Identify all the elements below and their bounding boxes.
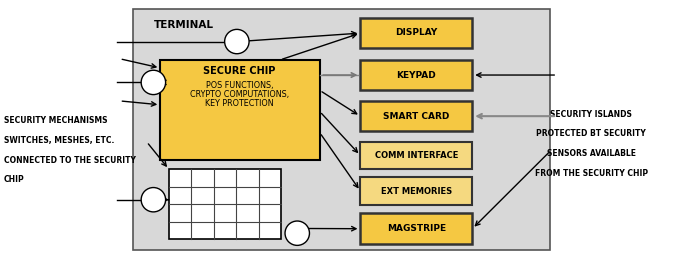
Text: SECURITY ISLANDS: SECURITY ISLANDS [550,109,632,118]
Bar [169,169,281,239]
Text: CONNECTED TO THE SECURITY: CONNECTED TO THE SECURITY [4,156,136,165]
Text: SMART CARD: SMART CARD [383,112,449,121]
Text: KEYPAD: KEYPAD [396,71,436,80]
Text: SECURITY MECHANISMS: SECURITY MECHANISMS [4,116,107,125]
Bar [360,101,473,131]
Text: PROTECTED BT SECURITY: PROTECTED BT SECURITY [537,129,646,138]
Bar [133,8,550,250]
Bar [360,213,473,244]
Text: CHIP: CHIP [4,175,25,184]
Text: FROM THE SECURITY CHIP: FROM THE SECURITY CHIP [534,169,647,178]
Text: POS FUNCTIONS,: POS FUNCTIONS, [206,81,273,90]
Text: SECURE CHIP: SECURE CHIP [203,65,276,76]
Ellipse shape [141,70,166,95]
Text: DISPLAY: DISPLAY [395,28,437,37]
Text: KEY PROTECTION: KEY PROTECTION [205,99,274,108]
Text: SWITCHES, MESHES, ETC.: SWITCHES, MESHES, ETC. [4,136,114,145]
Bar [360,142,473,169]
Ellipse shape [141,188,166,212]
Text: EXT MEMORIES: EXT MEMORIES [381,187,452,196]
Text: MAGSTRIPE: MAGSTRIPE [387,224,446,233]
Bar [360,177,473,205]
Text: SENSORS AVAILABLE: SENSORS AVAILABLE [547,149,636,158]
Ellipse shape [285,221,309,245]
Text: TERMINAL: TERMINAL [154,20,214,30]
Ellipse shape [224,29,249,54]
Text: CRYPTO COMPUTATIONS,: CRYPTO COMPUTATIONS, [190,90,289,99]
Bar [360,18,473,48]
Bar [360,60,473,90]
Text: COMM INTERFACE: COMM INTERFACE [375,151,458,160]
Bar [160,60,320,160]
